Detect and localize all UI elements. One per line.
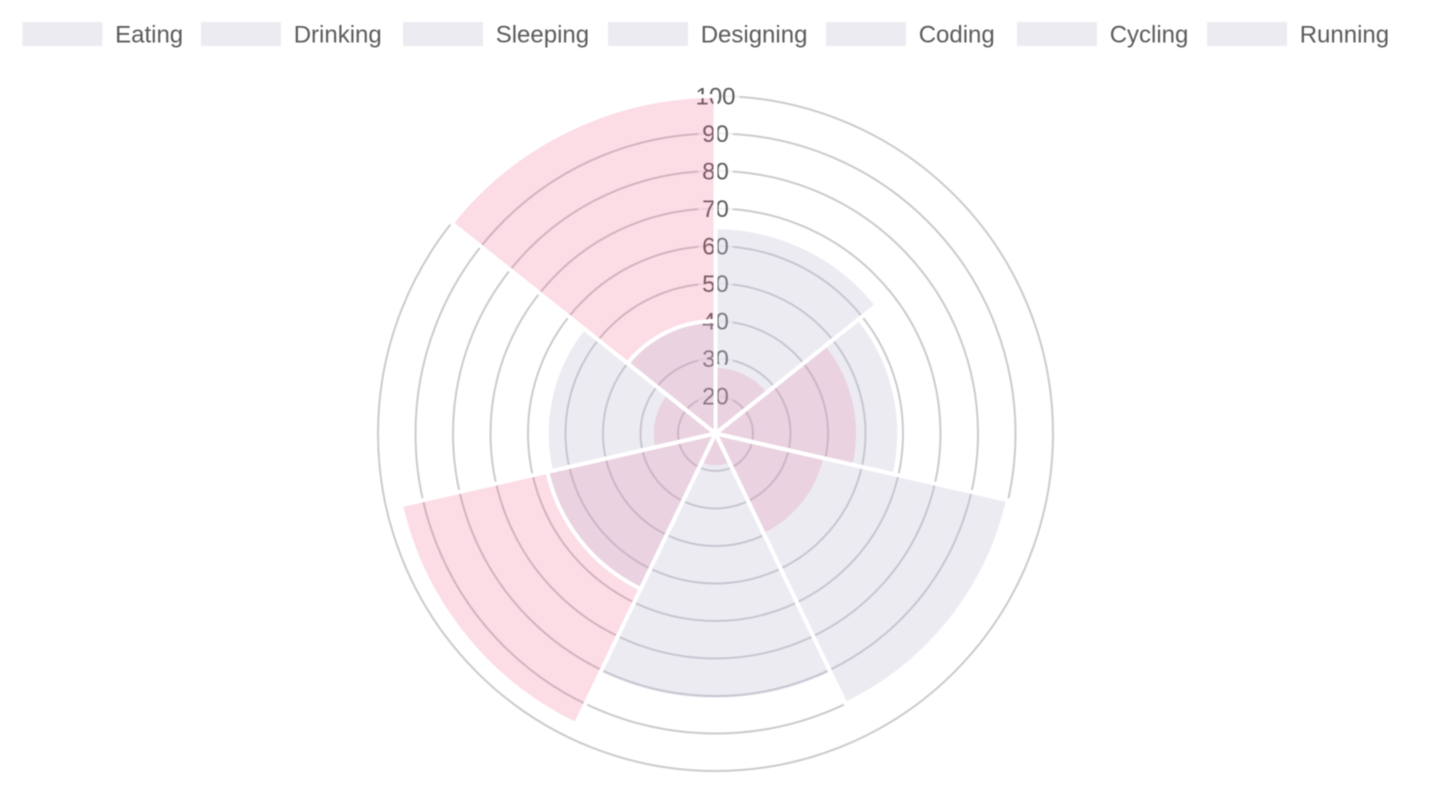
svg-text:Coding: Coding (919, 21, 995, 48)
svg-text:Cycling: Cycling (1110, 21, 1189, 48)
svg-text:Designing: Designing (701, 21, 808, 48)
svg-text:Running: Running (1300, 21, 1389, 48)
svg-text:Drinking: Drinking (294, 21, 382, 48)
svg-text:Sleeping: Sleeping (496, 21, 589, 48)
svg-text:Eating: Eating (115, 21, 183, 48)
